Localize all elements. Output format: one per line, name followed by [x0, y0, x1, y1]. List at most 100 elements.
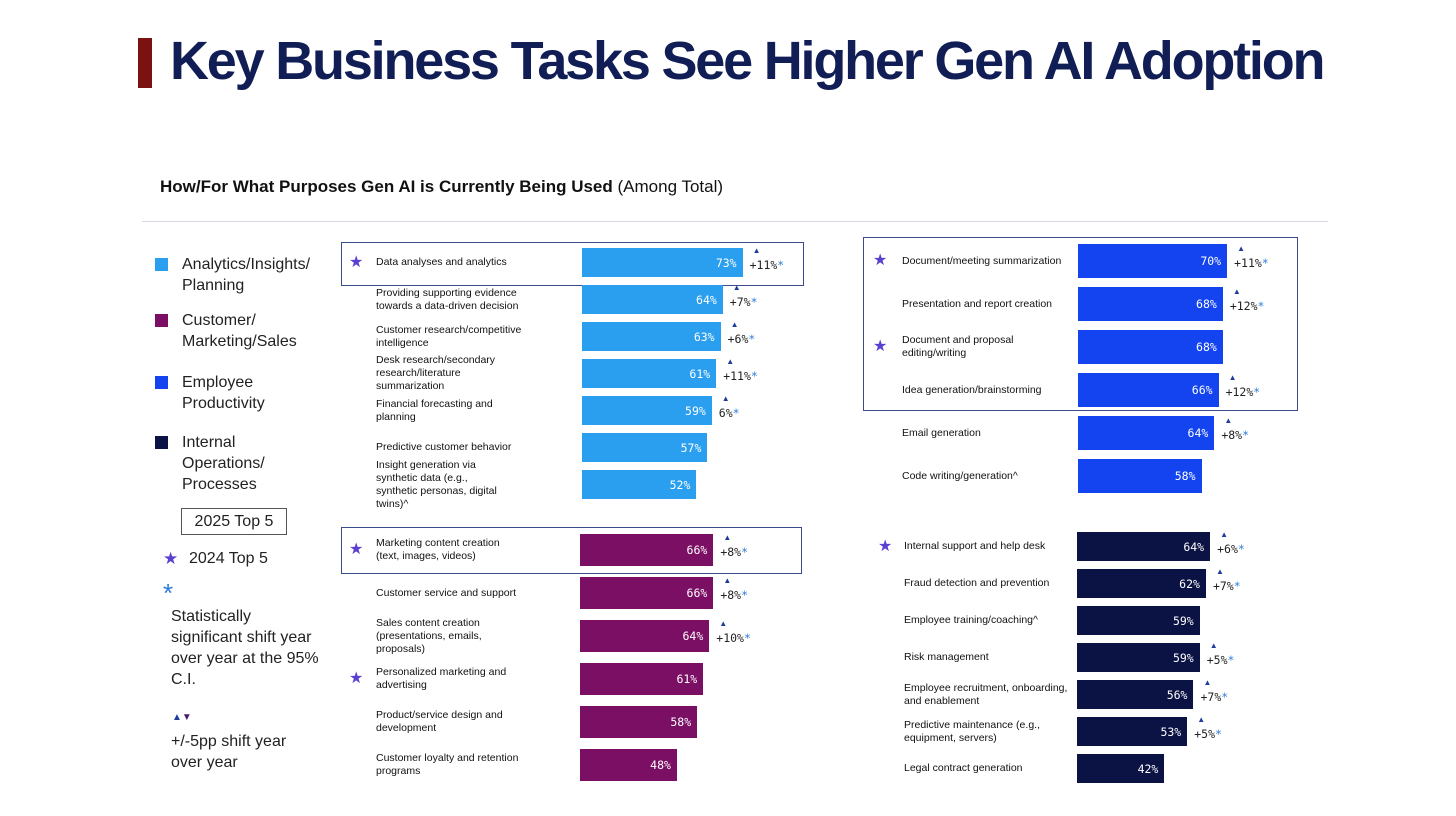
divider [142, 221, 1328, 222]
legend-swatch-analytics [155, 258, 168, 271]
bar [580, 706, 698, 738]
bar-label: Code writing/generation^ [902, 469, 1018, 482]
bar-value-label: 61% [676, 672, 698, 686]
bar-label: Customer service and support [376, 586, 517, 599]
bar [1078, 330, 1223, 364]
up-arrow-icon: ▲ [1209, 640, 1218, 650]
change-label: +12%* [1225, 385, 1261, 399]
bar-label: Sales content creation (presentations, e… [376, 616, 482, 655]
bar-label: Fraud detection and prevention [904, 577, 1050, 589]
bar-value-label: 68% [1196, 340, 1217, 354]
legend-swatch-employee [155, 376, 168, 389]
change-label: +6%* [727, 331, 756, 346]
legend-top5-2024: 2024 Top 5 [189, 550, 268, 567]
up-arrow-icon: ▲ [1215, 566, 1224, 576]
up-arrow-icon: ▲ [1232, 287, 1241, 296]
bar [582, 433, 708, 462]
legend-item-analytics: Analytics/Insights/ Planning [155, 254, 322, 296]
bar [1078, 287, 1223, 321]
legend-item-employee: Employee Productivity [155, 372, 322, 414]
change-label: +8%* [1221, 428, 1250, 442]
bar-value-label: 70% [1200, 254, 1222, 268]
bar-label: Predictive customer behavior [376, 441, 512, 453]
bar-value-label: 64% [1187, 426, 1209, 440]
up-arrow-icon: ▲ [732, 282, 741, 292]
change-label: +8%* [720, 545, 749, 559]
bar-label: Marketing content creation (text, images… [376, 537, 500, 562]
up-arrow-icon: ▲ [726, 356, 735, 366]
bar-label: Data analyses and analytics [376, 256, 507, 268]
bar-label: Presentation and report creation [902, 297, 1053, 310]
bar [582, 322, 721, 351]
change-label: +5%* [1206, 652, 1235, 667]
star-icon: ★ [163, 549, 179, 568]
bar [1077, 754, 1165, 783]
bar-value-label: 64% [682, 629, 704, 643]
legend-label-customer: Customer/ Marketing/Sales [182, 312, 297, 350]
bar [1078, 373, 1219, 407]
bar [582, 359, 717, 388]
bar [582, 285, 723, 314]
bar-value-label: 59% [1172, 613, 1194, 628]
bar [580, 663, 704, 695]
up-arrow-icon: ▲ [719, 619, 728, 628]
bar-value-label: 59% [685, 403, 706, 418]
bar [580, 577, 714, 609]
legend-label-analytics: Analytics/Insights/ Planning [182, 256, 311, 294]
change-label: +7%* [1200, 689, 1229, 704]
legend-item-internal: Internal Operations/ Processes [155, 432, 292, 495]
bar-value-label: 66% [686, 543, 708, 557]
bar-label: Personalized marketing and advertising [376, 666, 507, 691]
legend-swatch-internal [155, 436, 168, 449]
up-arrow-icon: ▲ [1220, 529, 1229, 539]
bar [1078, 244, 1228, 278]
legend-swatch-customer [155, 314, 168, 327]
star-icon: ★ [349, 541, 364, 558]
bar [580, 534, 714, 566]
bar-value-label: 58% [1174, 469, 1196, 483]
star-icon: ★ [878, 537, 893, 555]
legend-top5-2025: 2025 Top 5 [181, 508, 287, 535]
bar-label: Document and proposal editing/writing [902, 334, 1014, 359]
bar [582, 396, 712, 425]
bar-label: Insight generation via synthetic data (e… [376, 458, 497, 510]
bar-label: Desk research/secondary research/literat… [376, 354, 496, 392]
legend-label-employee: Employee Productivity [182, 374, 265, 412]
bar-value-label: 64% [696, 292, 717, 307]
up-arrow-icon: ▲ [1224, 416, 1233, 425]
bar [580, 749, 677, 781]
bar-value-label: 48% [650, 758, 671, 772]
bar-value-label: 68% [1196, 297, 1217, 311]
bar [1078, 416, 1215, 450]
top5-2025-box [863, 237, 1298, 411]
up-arrow-icon: ▲ [730, 319, 739, 329]
bar [1077, 643, 1200, 672]
bar-label: Providing supporting evidence towards a … [376, 286, 519, 312]
legend-label-internal: Internal Operations/ Processes [182, 434, 265, 493]
star-icon: ★ [873, 338, 888, 355]
bar-value-label: 66% [686, 586, 708, 600]
bar-label: Idea generation/brainstorming [902, 383, 1042, 396]
bar [582, 470, 697, 499]
bar-value-label: 66% [1191, 383, 1213, 397]
up-arrow-icon: ▲ [721, 393, 730, 403]
change-label: 6%* [718, 405, 740, 420]
bar-value-label: 64% [1183, 539, 1205, 554]
legend-item-customer: Customer/ Marketing/Sales [155, 310, 322, 352]
star-icon: ★ [873, 252, 888, 269]
bar-value-label: 53% [1160, 724, 1182, 739]
bar-value-label: 58% [670, 715, 692, 729]
top5-2025-box [341, 527, 802, 574]
bar-label: Customer research/competitive intelligen… [376, 323, 522, 349]
subtitle-bold: How/For What Purposes Gen AI is Currentl… [160, 177, 613, 196]
bar [1077, 569, 1206, 598]
change-label: +8%* [720, 588, 749, 602]
bar [1077, 680, 1194, 709]
up-arrow-icon: ▲ [752, 245, 761, 255]
bar-value-label: 62% [1179, 576, 1200, 591]
legend-pp-shift: +/-5pp shift year over year [171, 733, 287, 771]
up-arrow-icon: ▲ [1237, 244, 1246, 253]
bar [582, 248, 743, 277]
bar [1078, 459, 1202, 493]
shift-arrows-icon: ▲▼ [172, 712, 192, 723]
